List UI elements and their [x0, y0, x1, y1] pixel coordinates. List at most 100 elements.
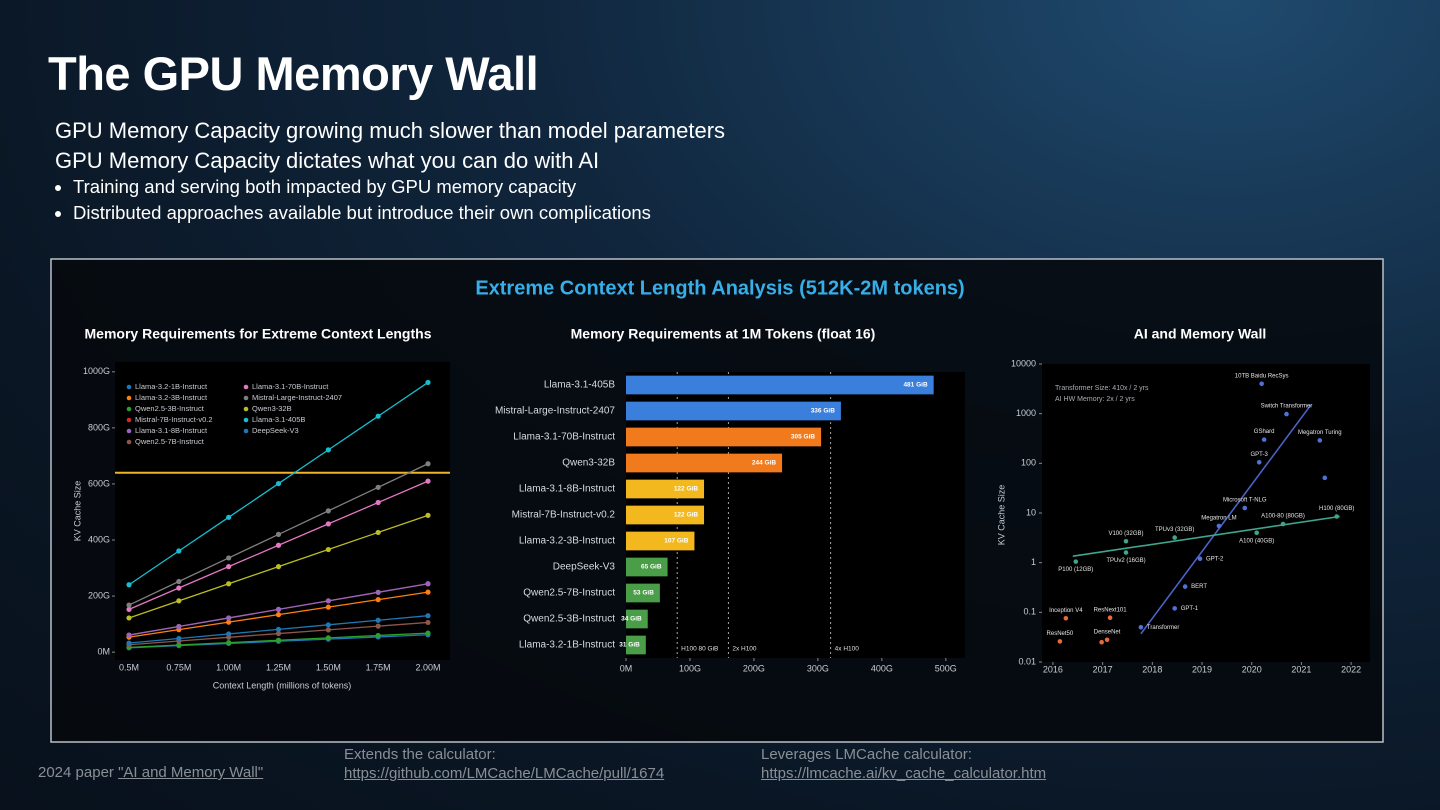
data-point: [1057, 639, 1063, 644]
category-label: Mistral-7B-Instruct-v0.2: [512, 510, 616, 521]
value-label: 481 GiB: [903, 382, 928, 389]
bar: [626, 427, 822, 447]
reference-label: 4x H100: [835, 646, 860, 653]
legend-swatch: [243, 384, 249, 390]
x-tick-label: 2020: [1242, 664, 1262, 674]
point-label: Megatron LM: [1201, 515, 1236, 521]
value-label: 122 GiB: [674, 486, 699, 493]
footer-text: Extends the calculator:: [344, 746, 496, 763]
data-point: [1099, 639, 1104, 645]
data-point: [1138, 624, 1144, 630]
point-label: TPUv2 (16GB): [1106, 558, 1145, 564]
bar: [626, 505, 705, 525]
data-point: [325, 622, 331, 628]
data-point: [1317, 438, 1323, 443]
point-label: GPT-3: [1251, 452, 1269, 458]
reference-label: 2x H100: [732, 646, 757, 653]
annotation: Transformer Size: 410x / 2 yrs: [1055, 385, 1149, 392]
bullet: Training and serving both impacted by GP…: [73, 174, 651, 200]
trend-line: [1072, 515, 1340, 557]
x-tick-label: 2019: [1192, 664, 1212, 674]
bullet-list: Training and serving both impacted by GP…: [52, 174, 651, 226]
legend-swatch: [126, 439, 132, 445]
point-label: TPUv3 (32GB): [1155, 527, 1194, 533]
point-label: GPT-2: [1206, 556, 1224, 562]
bar: [626, 401, 841, 421]
x-tick-label: 200G: [743, 663, 765, 673]
data-point: [226, 615, 232, 621]
data-point: [1104, 637, 1110, 643]
slide-title: The GPU Memory Wall: [48, 47, 539, 100]
x-tick-label: 2.00M: [415, 662, 440, 672]
data-point: [1254, 530, 1259, 536]
data-point: [176, 585, 182, 591]
paper-link[interactable]: "AI and Memory Wall": [118, 764, 264, 781]
category-label: Llama-3.1-70B-Instruct: [513, 432, 615, 443]
data-point: [275, 542, 282, 548]
legend-swatch: [126, 406, 132, 412]
data-point: [375, 484, 381, 490]
category-label: DeepSeek-V3: [553, 562, 616, 573]
point-label: Transformer: [1147, 625, 1179, 631]
data-point: [425, 461, 431, 467]
x-tick-label: 2018: [1142, 664, 1162, 674]
data-point: [375, 589, 381, 595]
y-tick-label: 800G: [88, 422, 110, 432]
plot-area: [1042, 364, 1370, 662]
data-point: [1182, 584, 1188, 589]
x-tick-label: 1.75M: [366, 662, 391, 672]
legend-label: DeepSeek-V3: [252, 426, 299, 435]
legend-swatch: [243, 428, 249, 434]
category-label: Qwen2.5-7B-Instruct: [523, 588, 615, 599]
y-axis-label: KV Cache Size: [996, 485, 1006, 546]
value-label: 31 GiB: [619, 642, 640, 649]
data-point: [176, 598, 182, 604]
value-label: 122 GiB: [674, 512, 699, 519]
data-point: [275, 612, 282, 618]
data-point: [176, 623, 182, 630]
y-tick-label: 400G: [88, 534, 110, 544]
plot-area: [115, 362, 450, 660]
value-label: 336 GiB: [811, 408, 836, 415]
legend-label: Qwen2.5-7B-Instruct: [135, 437, 205, 446]
data-point: [275, 531, 282, 538]
subtitle-lines: GPU Memory Capacity growing much slower …: [55, 116, 725, 176]
bar: [626, 453, 783, 473]
data-point: [375, 413, 381, 419]
data-point: [1063, 615, 1069, 621]
data-point: [325, 521, 331, 527]
data-point: [1197, 556, 1203, 562]
panel-title: Extreme Context Length Analysis (512K-2M…: [475, 277, 964, 299]
y-tick-label: 100: [1021, 458, 1036, 468]
y-tick-label: 1000G: [83, 366, 110, 376]
data-point: [226, 555, 232, 561]
data-point: [275, 630, 282, 637]
data-point: [375, 617, 381, 623]
value-label: 244 GiB: [752, 460, 777, 467]
calculator-link[interactable]: https://github.com/LMCache/LMCache/pull/…: [344, 765, 665, 782]
data-point: [1123, 538, 1129, 544]
legend-swatch: [243, 406, 249, 412]
bar: [626, 479, 705, 499]
data-point: [226, 631, 232, 637]
y-tick-label: 0.01: [1018, 656, 1036, 666]
subtitle-line: GPU Memory Capacity dictates what you ca…: [55, 148, 600, 173]
point-label: Inception V4: [1049, 608, 1083, 614]
chart-title: Memory Requirements for Extreme Context …: [85, 326, 432, 342]
lmcache-link[interactable]: https://lmcache.ai/kv_cache_calculator.h…: [761, 765, 1047, 782]
legend-swatch: [126, 384, 132, 390]
y-tick-label: 200G: [88, 590, 110, 600]
y-tick-label: 10: [1026, 507, 1036, 517]
y-tick-label: 600G: [88, 478, 110, 488]
data-point: [1256, 459, 1262, 465]
y-tick-label: 0M: [97, 647, 110, 657]
data-point: [325, 447, 331, 453]
data-point: [1107, 615, 1113, 620]
data-point: [275, 480, 282, 487]
data-point: [275, 606, 282, 612]
x-tick-label: 1.00M: [216, 662, 241, 672]
data-point: [425, 589, 431, 595]
data-point: [425, 581, 431, 587]
data-point: [375, 499, 381, 506]
